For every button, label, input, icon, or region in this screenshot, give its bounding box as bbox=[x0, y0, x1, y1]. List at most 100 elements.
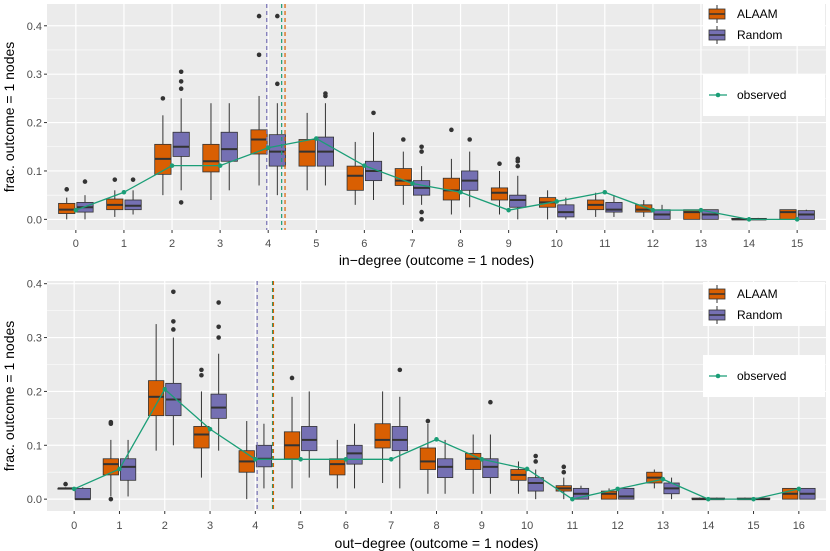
observed-point bbox=[705, 496, 711, 502]
observed-point bbox=[751, 496, 756, 502]
in-degree-boxplot-panel: 0.00.10.20.30.40 1 2 3 4 5 6 7 8 9 10 11 12 13 14 15in−… bbox=[1, 2, 826, 268]
random-outlier bbox=[467, 137, 472, 142]
observed-point bbox=[479, 456, 485, 462]
y-tick-label: 0.0 bbox=[27, 494, 42, 506]
x-tick-label: 4 bbox=[252, 520, 258, 532]
plot-background bbox=[47, 4, 826, 230]
random-box bbox=[391, 426, 408, 452]
x-tick-label: 6 bbox=[343, 520, 349, 532]
observed-legend-label: observed bbox=[737, 88, 786, 102]
random-outlier bbox=[216, 300, 221, 305]
x-tick-label: 7 bbox=[409, 238, 415, 250]
x-tick-label: 1 bbox=[121, 238, 127, 250]
random-outlier bbox=[178, 69, 184, 75]
observed-point bbox=[410, 181, 415, 186]
x-tick-label: 6 bbox=[361, 238, 367, 250]
random-outlier bbox=[515, 156, 521, 162]
alaam-outlier bbox=[561, 469, 567, 475]
random-outlier bbox=[178, 200, 184, 205]
observed-legend-label: observed bbox=[737, 369, 786, 383]
random-outlier bbox=[171, 327, 176, 332]
random-outlier bbox=[515, 163, 521, 169]
random-outlier bbox=[275, 81, 280, 87]
observed-point bbox=[73, 207, 79, 213]
observed-point bbox=[313, 136, 319, 141]
observed-point bbox=[524, 466, 530, 472]
random-outlier bbox=[171, 289, 176, 295]
observed-point bbox=[660, 476, 666, 482]
observed-point bbox=[570, 496, 575, 502]
random-box bbox=[220, 131, 238, 162]
observed-point bbox=[265, 145, 271, 151]
random-outlier bbox=[216, 335, 221, 340]
y-tick-label: 0.4 bbox=[27, 279, 42, 291]
alaam-box bbox=[250, 129, 268, 155]
y-tick-label: 0.1 bbox=[27, 166, 42, 178]
alaam-box bbox=[148, 380, 165, 417]
x-tick-label: 10 bbox=[521, 520, 533, 532]
y-tick-label: 0.3 bbox=[27, 69, 42, 81]
random-outlier bbox=[533, 459, 538, 464]
alaam-outlier bbox=[63, 481, 68, 487]
alaam-outlier bbox=[449, 127, 454, 133]
alaam-outlier bbox=[289, 375, 295, 381]
random-outlier bbox=[419, 144, 424, 150]
x-tick-label: 0 bbox=[71, 520, 77, 532]
observed-legend-point bbox=[715, 92, 721, 98]
observed-point bbox=[162, 386, 168, 392]
random-outlier bbox=[419, 217, 424, 222]
observed-point bbox=[362, 163, 367, 168]
observed-point bbox=[253, 456, 258, 462]
random-box bbox=[437, 458, 454, 479]
alaam-outlier bbox=[497, 161, 502, 167]
alaam-legend-label: ALAAM bbox=[737, 287, 778, 301]
x-tick-label: 5 bbox=[298, 520, 304, 532]
observed-point bbox=[554, 199, 560, 204]
x-tick-label: 9 bbox=[506, 238, 512, 250]
y-tick-label: 0.4 bbox=[27, 21, 42, 33]
x-tick-label: 12 bbox=[647, 238, 659, 250]
x-tick-label: 0 bbox=[73, 238, 79, 250]
random-box bbox=[301, 426, 318, 452]
x-tick-label: 13 bbox=[657, 520, 669, 532]
alaam-outlier bbox=[425, 418, 431, 424]
random-box bbox=[605, 202, 623, 213]
random-outlier bbox=[275, 13, 280, 19]
observed-point bbox=[794, 217, 800, 222]
alaam-outlier bbox=[199, 367, 204, 373]
random-box bbox=[527, 477, 544, 492]
observed-point bbox=[169, 163, 175, 168]
random-box bbox=[509, 194, 527, 208]
random-outlier bbox=[171, 319, 176, 324]
observed-point bbox=[217, 163, 223, 168]
observed-point bbox=[650, 207, 656, 213]
alaam-outlier bbox=[256, 13, 262, 19]
x-tick-label: 1 bbox=[116, 520, 122, 532]
alaam-outlier bbox=[160, 96, 166, 101]
alaam-outlier bbox=[256, 52, 262, 58]
alaam-box bbox=[374, 423, 391, 449]
alaam-box bbox=[419, 447, 436, 470]
observed-point bbox=[506, 207, 511, 213]
x-tick-label: 9 bbox=[479, 520, 485, 532]
observed-point bbox=[746, 217, 752, 222]
x-tick-label: 11 bbox=[567, 520, 578, 532]
random-box bbox=[557, 204, 575, 218]
alaam-outlier bbox=[108, 419, 114, 425]
observed-point bbox=[343, 456, 349, 462]
observed-point bbox=[207, 426, 213, 432]
observed-point bbox=[458, 189, 463, 195]
x-tick-label: 3 bbox=[207, 520, 213, 532]
alaam-box bbox=[193, 426, 210, 449]
y-tick-label: 0.1 bbox=[27, 440, 42, 452]
observed-point bbox=[71, 486, 77, 492]
random-outlier bbox=[82, 179, 88, 184]
x-tick-label: 12 bbox=[612, 520, 624, 532]
random-outlier bbox=[130, 177, 136, 182]
alaam-box bbox=[202, 143, 220, 173]
random-outlier bbox=[178, 79, 184, 84]
alaam-outlier bbox=[64, 187, 70, 192]
x-tick-label: 8 bbox=[457, 238, 463, 250]
random-outlier bbox=[419, 149, 424, 154]
observed-point bbox=[388, 456, 394, 462]
